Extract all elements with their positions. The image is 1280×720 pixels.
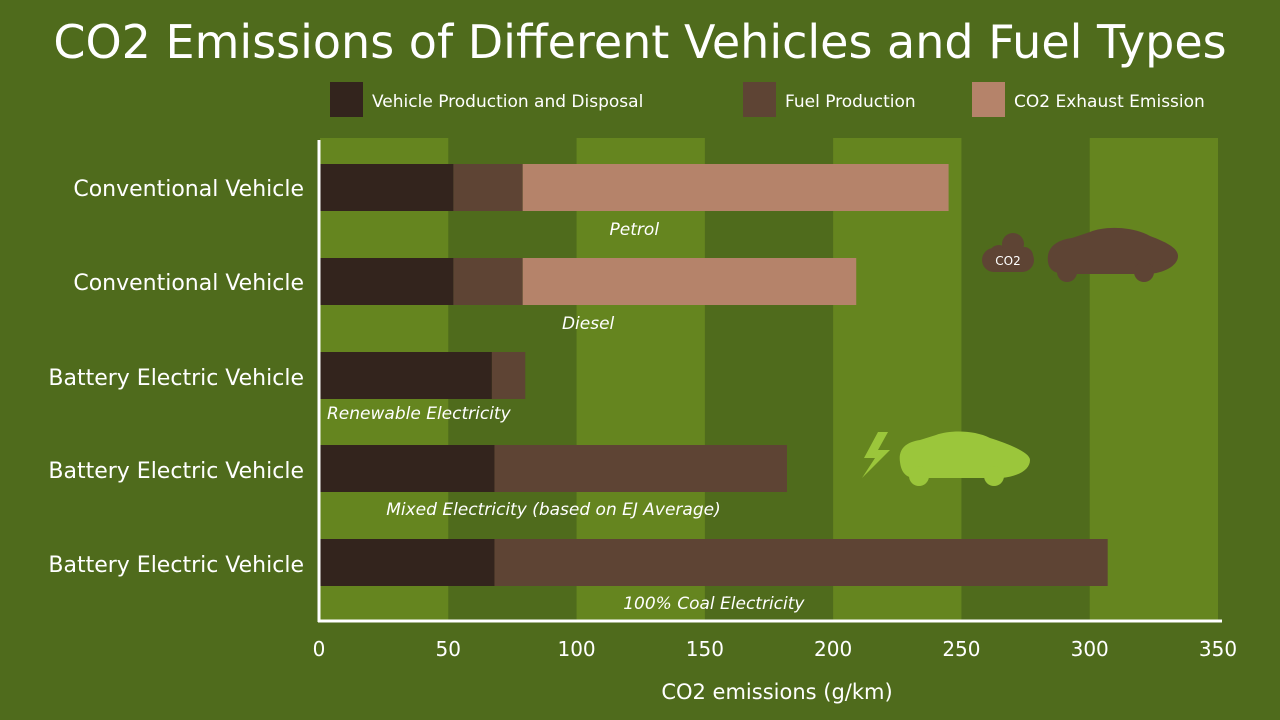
chart-title: CO2 Emissions of Different Vehicles and … [53,15,1226,69]
bar-segment [320,352,492,399]
bar-label: Diesel [562,314,615,334]
co2-cloud-icon: CO2 [982,233,1034,272]
electric-car-icon [899,431,1030,486]
category-labels: Conventional Vehicle Conventional Vehicle… [48,177,304,578]
bar-segment [320,445,495,492]
bar-segment [320,258,454,305]
category-label: Battery Electric Vehicle [48,459,304,484]
x-tick-label: 250 [942,637,980,661]
bar-label: Renewable Electricity [327,404,512,424]
background-bands [320,138,1218,620]
bar-segment [453,258,523,305]
bar-segment [522,164,949,211]
legend-label: Fuel Production [785,92,916,112]
x-tick-label: 100 [557,637,595,661]
legend-label: Vehicle Production and Disposal [372,92,643,112]
bar-label: Mixed Electricity (based on EJ Average) [386,500,720,520]
bar-label: 100% Coal Electricity [623,594,805,614]
co2-badge-text: CO2 [995,254,1020,268]
bar-label: Petrol [610,220,660,240]
background-band [1089,138,1218,620]
bar-segment [320,164,454,211]
bar-segment [491,352,526,399]
legend-swatch [743,82,776,117]
bars [320,164,1108,586]
bar-segment [522,258,857,305]
x-tick-label: 200 [814,637,852,661]
lightning-icon [862,432,890,478]
category-label: Battery Electric Vehicle [48,553,304,578]
x-tick-labels: 0 50 100 150 200 250 300 350 [313,637,1237,661]
legend: Vehicle Production and Disposal Fuel Prod… [330,82,1205,117]
x-tick-label: 0 [313,637,326,661]
bar-segment [494,539,1108,586]
category-label: Battery Electric Vehicle [48,366,304,391]
bar-segment [320,539,495,586]
legend-label: CO2 Exhaust Emission [1014,92,1205,112]
x-axis-title: CO2 emissions (g/km) [661,680,892,704]
bar-segment [453,164,523,211]
bar-segment [494,445,787,492]
legend-swatch [330,82,363,117]
bar-labels: Petrol Diesel Renewable Electricity Mixed E… [327,220,805,614]
x-tick-label: 150 [686,637,724,661]
x-tick-label: 300 [1071,637,1109,661]
x-tick-label: 350 [1199,637,1237,661]
x-tick-label: 50 [436,637,461,661]
car-icon [1047,227,1178,282]
category-label: Conventional Vehicle [73,271,304,296]
legend-swatch [972,82,1005,117]
category-label: Conventional Vehicle [73,177,304,202]
